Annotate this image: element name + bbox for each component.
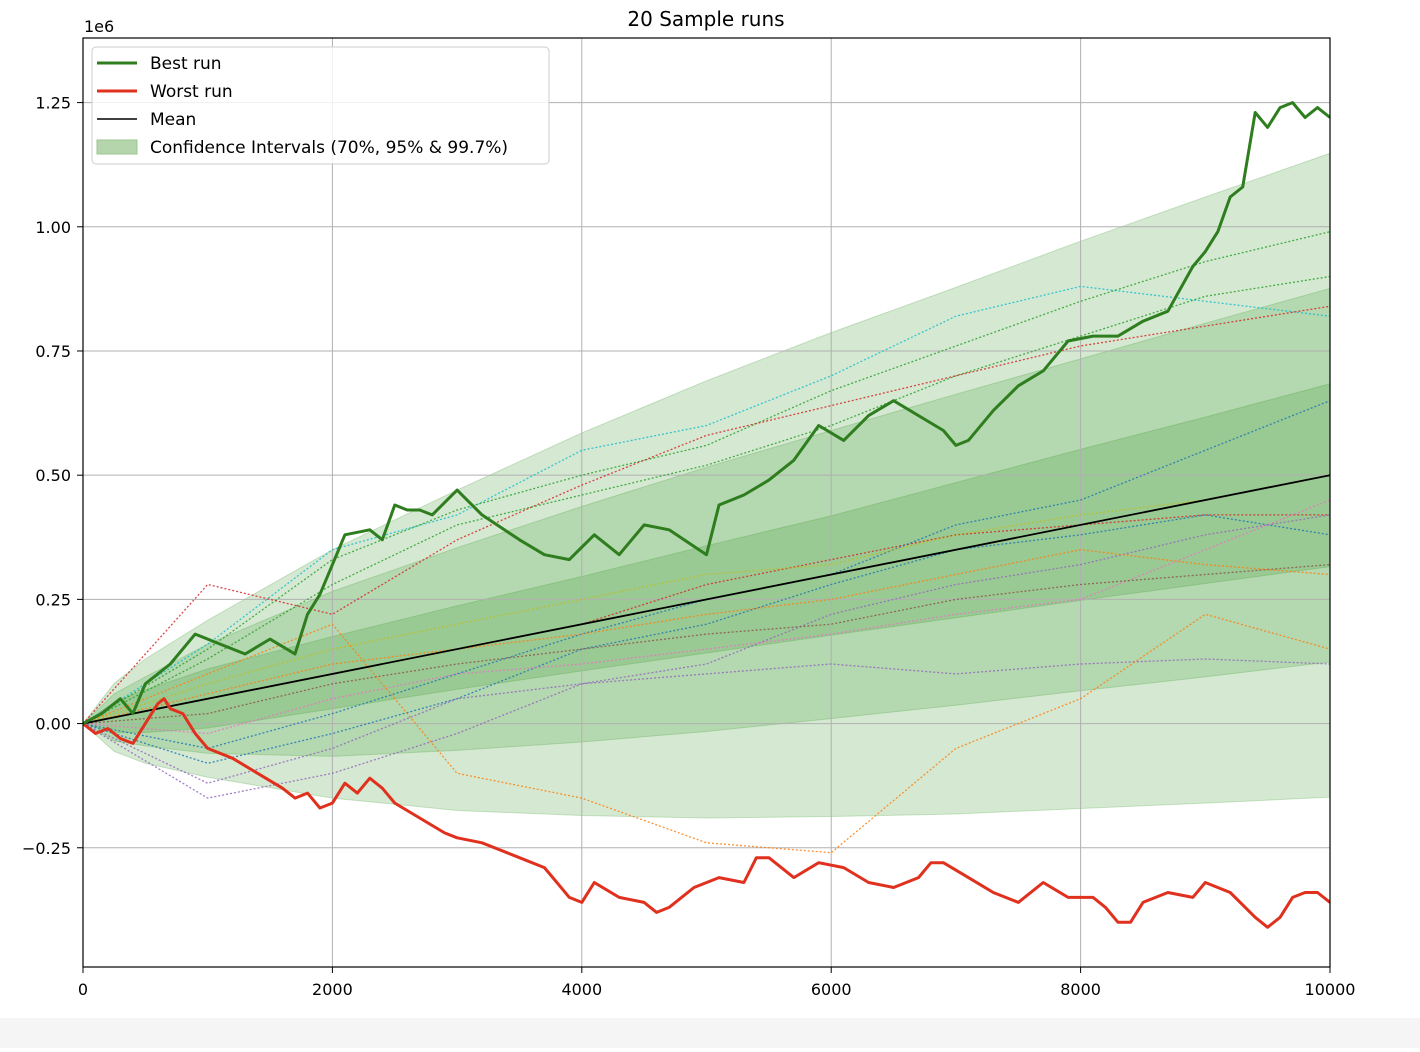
chart-title: 20 Sample runs [627, 7, 784, 31]
y-tick-label: 0.50 [35, 466, 71, 485]
legend-frame [91, 46, 550, 165]
axes [82, 37, 1331, 968]
y-tick-label: 1.00 [35, 218, 71, 237]
y-offset-label: 1e6 [84, 17, 114, 36]
y-tick-label: −0.25 [22, 839, 71, 858]
sample-run-3 [83, 275, 1330, 725]
confidence-bands [83, 152, 1330, 819]
sample-run-9 [83, 658, 1330, 784]
best-run-group [83, 101, 1330, 725]
x-tick-label: 0 [78, 980, 88, 999]
sample-run-6 [83, 400, 1330, 750]
sample-runs [83, 231, 1330, 854]
x-tick-label: 8000 [1060, 980, 1101, 999]
x-tick-label: 10000 [1305, 980, 1356, 999]
worst-run-group [83, 697, 1330, 929]
tick-labels: 0 2000 4000 6000 8000 10000 −0.25 0.00 0.25 0.50 0… [22, 94, 1355, 999]
x-tick-label: 2000 [312, 980, 353, 999]
sample-run-13 [83, 474, 1330, 725]
best-run-line [83, 101, 1330, 725]
x-tick-label: 4000 [561, 980, 602, 999]
sample-run-12 [83, 549, 1330, 725]
sample-run-1 [83, 285, 1330, 725]
worst-run-line [83, 697, 1330, 929]
legend-best-label: Best run [150, 54, 222, 74]
sample-run-5 [83, 514, 1330, 725]
legend-ci-label: Confidence Intervals (70%, 95% & 99.7%) [150, 138, 508, 158]
mean-line-group [83, 474, 1330, 725]
mean-line [83, 474, 1330, 725]
window-footer-strip [0, 1018, 1420, 1048]
y-tick-label: 1.25 [35, 94, 71, 113]
y-tick-label: 0.00 [35, 715, 71, 734]
plot-frame [82, 37, 1331, 968]
sample-run-10 [83, 499, 1330, 735]
sample-run-7 [83, 514, 1330, 764]
sample-run-4 [83, 305, 1330, 725]
legend-worst-label: Worst run [150, 82, 233, 102]
legend: Best run Worst run Mean Confidence Inter… [91, 46, 550, 165]
ci-band-70 [83, 383, 1330, 733]
ci-band-99-7 [83, 152, 1330, 819]
legend-mean-label: Mean [150, 110, 196, 130]
legend-ci-patch [96, 139, 138, 155]
ci-band-95 [83, 287, 1330, 757]
y-tick-label: 0.75 [35, 342, 71, 361]
y-tick-label: 0.25 [35, 590, 71, 609]
x-tick-label: 6000 [811, 980, 852, 999]
